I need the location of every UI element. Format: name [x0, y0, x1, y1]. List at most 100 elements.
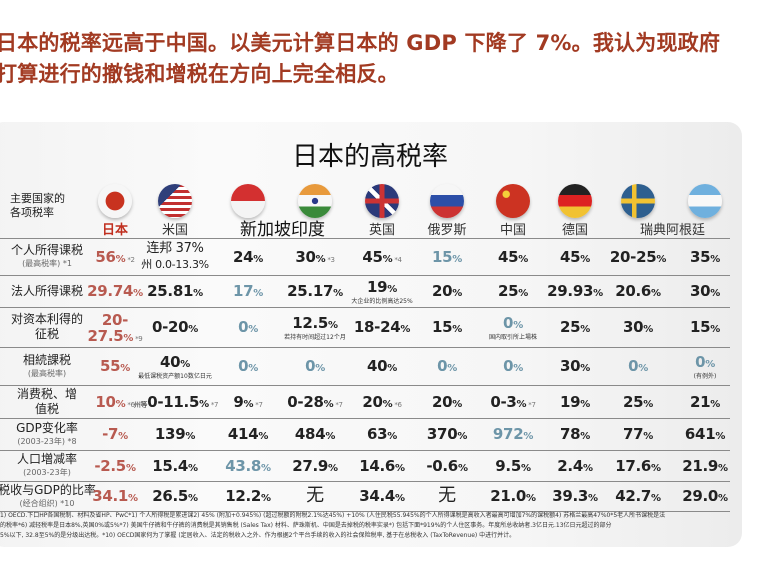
cell-footnote-mark: *3 — [327, 255, 335, 264]
table-cell: 29.0% — [682, 488, 728, 507]
table-cell: 24% — [233, 249, 263, 268]
cell-value: 0 — [503, 314, 514, 332]
row-label: 相続課税 (最高税率) — [0, 353, 98, 380]
table-cell: 19% 大企业的比例高达25% — [351, 279, 412, 306]
percent-sign: % — [718, 493, 728, 504]
cell-value: 45 — [362, 247, 383, 266]
cell-value: 63 — [366, 425, 388, 443]
table-cell: 0% 国内取引所上場株 — [489, 315, 537, 342]
percent-sign: % — [193, 288, 203, 299]
percent-sign: % — [523, 431, 534, 442]
percent-sign: % — [715, 431, 726, 442]
table-cell: 25% — [498, 283, 528, 302]
table-cell: 39.3% — [552, 488, 598, 507]
cell-value: 25 — [622, 392, 644, 411]
cell-value: 30 — [689, 282, 711, 300]
cell-value: 15 — [431, 318, 453, 336]
table-cell: 29.93% — [547, 283, 603, 302]
cell-value: 39.3 — [552, 487, 589, 505]
cell-value: 20.6 — [615, 282, 652, 300]
table-cell: 17.6% — [615, 458, 661, 477]
table-cell: 56% *2 — [95, 249, 135, 268]
row-divider — [0, 481, 730, 482]
row-label: 法人所得课税 — [0, 284, 98, 299]
cell-value: 370 — [426, 425, 458, 443]
table-cell: 45% *4 — [362, 247, 402, 268]
table-cell: -0.6% — [426, 458, 468, 477]
table-cell: 42.7% — [615, 488, 661, 507]
cell-value: 0 — [437, 357, 448, 375]
cell-footnote-mark: *9 — [135, 334, 143, 343]
cell-value: 25.81 — [147, 282, 194, 300]
table-cell: 35% — [690, 249, 720, 268]
percent-sign: % — [526, 493, 536, 504]
row-divider — [0, 385, 730, 386]
table-cell: 15% — [690, 319, 720, 338]
cell-footnote-mark: *7 — [335, 400, 343, 409]
percent-sign: % — [705, 359, 715, 370]
percent-sign: % — [457, 431, 468, 442]
row-label: 对资本利得的 征税 — [0, 312, 98, 342]
percent-sign: % — [128, 493, 138, 504]
table-cell: 139% — [155, 426, 195, 445]
table-cell: 641% — [685, 426, 725, 445]
cell-value: 0 — [238, 318, 249, 336]
percent-sign: % — [387, 284, 397, 295]
table-cell: 63% — [367, 426, 397, 445]
table-cell: 20% — [432, 283, 462, 302]
table-cell: 12.2% — [225, 488, 271, 507]
row-divider — [0, 450, 730, 451]
china-flag-icon — [496, 184, 530, 218]
table-cell: 10% *6 — [95, 392, 135, 413]
percent-sign: % — [582, 462, 593, 474]
cell-value: 15 — [431, 247, 453, 266]
table-cell: 30% — [623, 319, 653, 338]
table-cell: 0% — [305, 358, 325, 377]
table-cell: 77% — [623, 426, 653, 445]
cell-value: 19 — [366, 278, 388, 296]
percent-sign: % — [718, 462, 728, 474]
percent-sign: % — [513, 363, 523, 374]
cell-value: 0 — [628, 357, 639, 375]
table-cell: 15.4% — [152, 458, 198, 477]
table-cell: 20-25% — [609, 247, 667, 268]
percent-sign: % — [710, 398, 721, 410]
table-cell: 972% — [493, 426, 533, 445]
row-label-text: 法人所得课税 — [10, 283, 83, 298]
percent-sign: % — [580, 398, 591, 410]
cell-value: 55 — [99, 357, 121, 375]
india-flag-icon — [298, 184, 332, 218]
cell-value: 29.0 — [682, 487, 719, 505]
footnote-line: 1) OECD.下口HP各国税制、材料及省HP、PwC*1) 个人所得税是累进课… — [0, 512, 666, 519]
cell-value: 9.5 — [495, 456, 521, 475]
cell-value: 20-25 — [609, 247, 657, 266]
cell-value: 25.17 — [287, 282, 334, 300]
percent-sign: % — [643, 324, 654, 335]
cell-value: 19 — [559, 392, 581, 411]
table-cell: 25.81% — [147, 283, 203, 302]
percent-sign: % — [261, 462, 271, 474]
percent-sign: % — [243, 398, 254, 410]
percent-sign: % — [188, 462, 198, 474]
cell-value: 40 — [159, 353, 181, 371]
percent-sign: % — [188, 493, 198, 504]
table-cell: 34.1% — [92, 488, 138, 507]
cell-footnote-mark: *7 — [528, 400, 536, 409]
cell-value: 10 — [95, 392, 116, 411]
cell-value: 0-3 — [490, 392, 517, 411]
cell-value-sub: 州 0.0-13.3% — [141, 258, 209, 271]
percent-sign: % — [115, 253, 126, 265]
sweden-flag-icon — [621, 184, 655, 218]
table-cell: 0-3% *7 — [490, 392, 536, 413]
percent-sign: % — [452, 398, 463, 410]
percent-sign: % — [588, 493, 598, 504]
footnote-line: 5%以下, 32.8至5%的是分级出达税。*10) OECD国家何为了掌握 (定… — [0, 532, 516, 539]
table-cell: 20.6% — [615, 283, 661, 302]
row-label: 消费税、增 值税 — [0, 387, 98, 417]
percent-sign: % — [248, 363, 258, 374]
cell-value: 77 — [622, 425, 644, 443]
row-label-text: 消费税、增 — [16, 386, 77, 401]
row-divider — [0, 238, 730, 239]
percent-sign: % — [382, 253, 393, 265]
percent-sign: % — [325, 431, 336, 442]
